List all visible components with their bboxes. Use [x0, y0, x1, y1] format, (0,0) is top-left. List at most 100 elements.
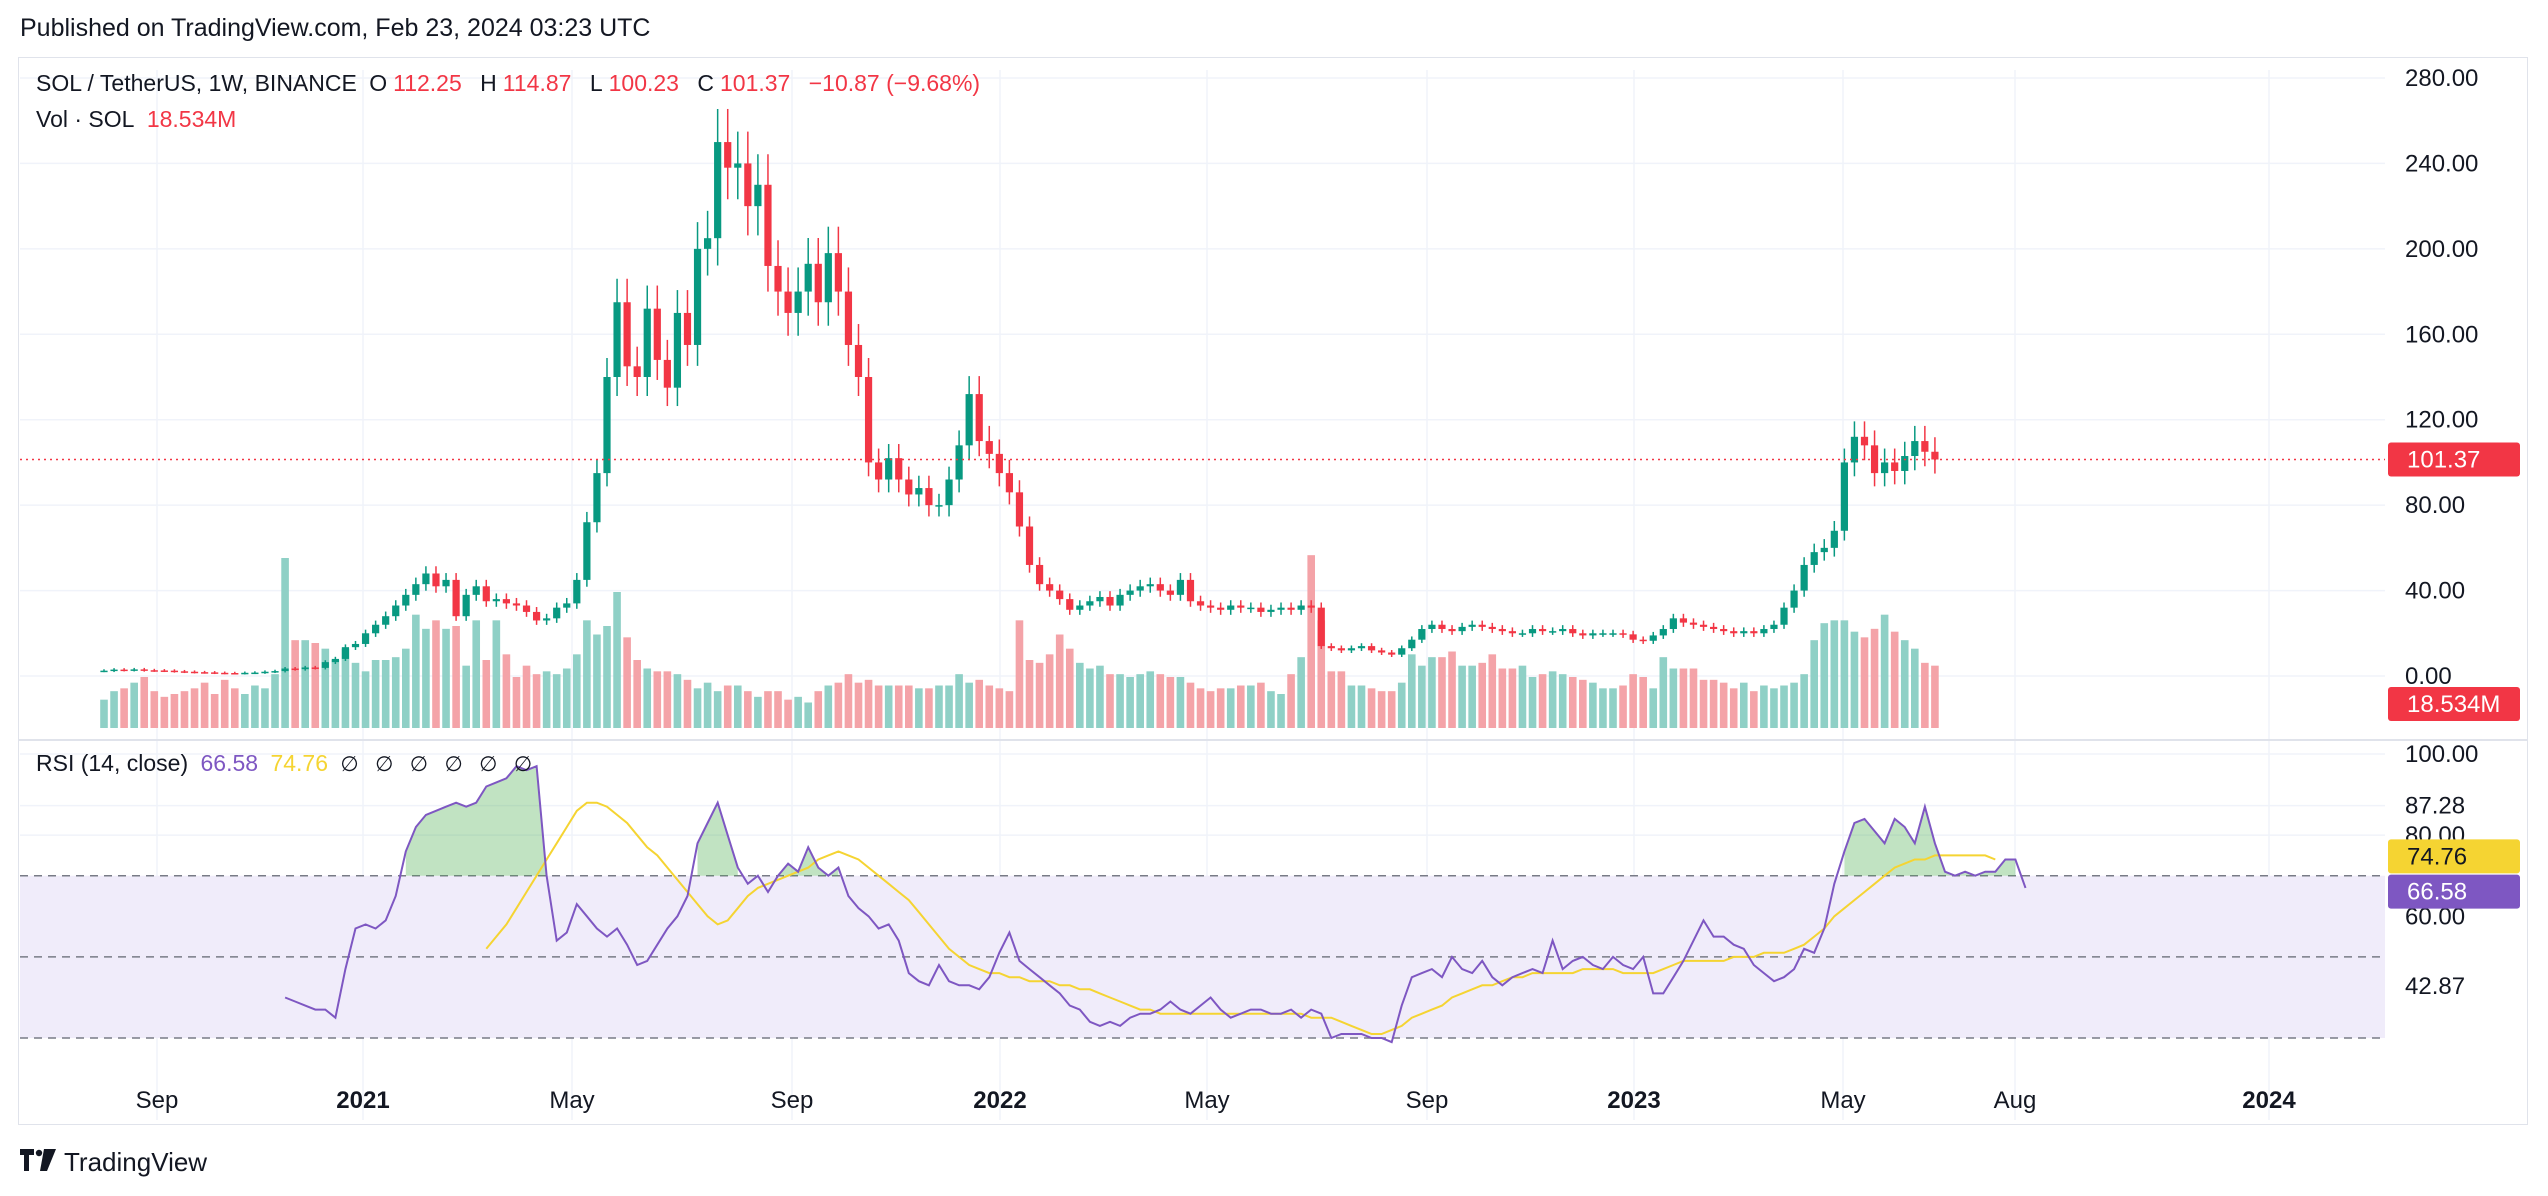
- symbol-label[interactable]: SOL / TetherUS, 1W, BINANCE: [36, 70, 357, 96]
- volume-bar: [1699, 679, 1708, 728]
- volume-bar: [1408, 654, 1416, 728]
- volume-bar: [1347, 685, 1356, 728]
- candle-body: [382, 616, 390, 625]
- candle-body: [774, 265, 782, 292]
- volume-bar: [633, 660, 641, 728]
- volume-bar: [542, 671, 551, 728]
- candle-body: [995, 453, 1003, 474]
- candle-body: [1257, 607, 1265, 612]
- volume-bar: [1166, 677, 1175, 728]
- candle-body: [573, 579, 581, 604]
- volume-bar: [110, 691, 118, 728]
- candle-body: [824, 253, 832, 303]
- volume-bar: [1448, 651, 1456, 728]
- candle-body: [955, 445, 963, 480]
- candle-body: [784, 291, 792, 313]
- volume-legend: Vol · SOL 18.534M: [36, 106, 242, 133]
- volume-bar: [241, 694, 249, 728]
- candle-body: [1518, 633, 1527, 635]
- candle-body: [1559, 629, 1567, 632]
- candle-body: [1780, 607, 1788, 625]
- volume-bar: [1880, 614, 1889, 728]
- candle-body: [462, 594, 470, 617]
- volume-bar: [1267, 691, 1275, 728]
- volume-bar: [1800, 674, 1808, 728]
- volume-bar: [391, 657, 400, 728]
- volume-bar: [462, 665, 470, 728]
- candle-body: [1478, 624, 1486, 627]
- volume-bar: [1750, 691, 1758, 728]
- volume-bar: [1357, 685, 1366, 728]
- candle-body: [1327, 646, 1335, 649]
- footer-brand[interactable]: TradingView: [20, 1146, 207, 1178]
- volume-bar: [1548, 671, 1557, 728]
- candle-body: [1438, 624, 1446, 630]
- volume-bar: [281, 558, 289, 728]
- volume-bar: [1669, 668, 1678, 728]
- candle-body: [1629, 634, 1637, 640]
- rsi-line: [284, 764, 2027, 1044]
- candle-body: [1146, 584, 1154, 587]
- candle-body: [965, 394, 973, 446]
- candle-body: [663, 359, 671, 388]
- volume-bar: [1609, 688, 1617, 728]
- volume-bar: [613, 592, 621, 728]
- candle-body: [1287, 607, 1295, 610]
- candle-body: [1357, 646, 1366, 649]
- candle-body: [1297, 605, 1305, 610]
- candle-body: [734, 163, 742, 168]
- volume-bar: [1780, 685, 1788, 728]
- last-price-badge-bg: [2388, 442, 2520, 477]
- volume-bar: [1850, 631, 1859, 728]
- volume-bar: [1196, 688, 1205, 728]
- volume-bar: [884, 685, 893, 728]
- volume-bar: [1297, 657, 1305, 728]
- volume-bar: [1076, 662, 1084, 728]
- candle-body: [311, 667, 319, 669]
- volume-bar: [180, 691, 189, 728]
- candle-body: [1136, 586, 1144, 591]
- candle-body: [1589, 633, 1597, 636]
- candle-body: [190, 671, 199, 674]
- candle-body: [372, 624, 380, 634]
- rsi-label[interactable]: RSI (14, close): [36, 750, 189, 776]
- volume-bar: [321, 648, 330, 728]
- candle-body: [231, 673, 239, 675]
- volume-bar: [492, 620, 501, 728]
- candle-body: [291, 668, 299, 671]
- volume-bar: [150, 691, 159, 728]
- candle-body: [452, 579, 460, 617]
- candle-body: [1408, 639, 1416, 649]
- volume-bar: [955, 674, 963, 728]
- candle-body: [341, 647, 350, 659]
- volume-bar: [1005, 691, 1014, 728]
- volume-bar: [1921, 662, 1929, 728]
- x-tick-label: 2024: [2242, 1087, 2296, 1114]
- candle-body: [1056, 590, 1064, 600]
- volume-bar: [703, 682, 712, 728]
- volume-bar: [1840, 620, 1849, 728]
- candle-body: [492, 599, 500, 602]
- candle-body: [1488, 626, 1496, 630]
- tradingview-logo-icon: [20, 1146, 56, 1178]
- volume-bar: [1387, 691, 1396, 728]
- candle-body: [251, 672, 259, 675]
- volume-bar: [562, 668, 571, 728]
- rsi-legend: RSI (14, close) 66.58 74.76 ∅ ∅ ∅ ∅ ∅ ∅: [36, 750, 542, 777]
- volume-bar: [1739, 682, 1748, 728]
- volume-label[interactable]: Vol · SOL: [36, 106, 135, 132]
- candle-body: [1689, 622, 1698, 625]
- volume-bar: [1870, 628, 1879, 728]
- candle-body: [864, 377, 873, 463]
- high-label: H: [480, 70, 497, 96]
- x-tick-label: 2021: [336, 1087, 389, 1114]
- candle-body: [1538, 629, 1547, 632]
- candle-body: [1015, 492, 1024, 527]
- volume-bar: [381, 660, 390, 728]
- candle-body: [1931, 451, 1939, 460]
- candle-body: [1549, 631, 1557, 633]
- candle-body: [331, 658, 339, 663]
- volume-bar: [442, 628, 450, 728]
- x-tick-label: Sep: [771, 1087, 814, 1114]
